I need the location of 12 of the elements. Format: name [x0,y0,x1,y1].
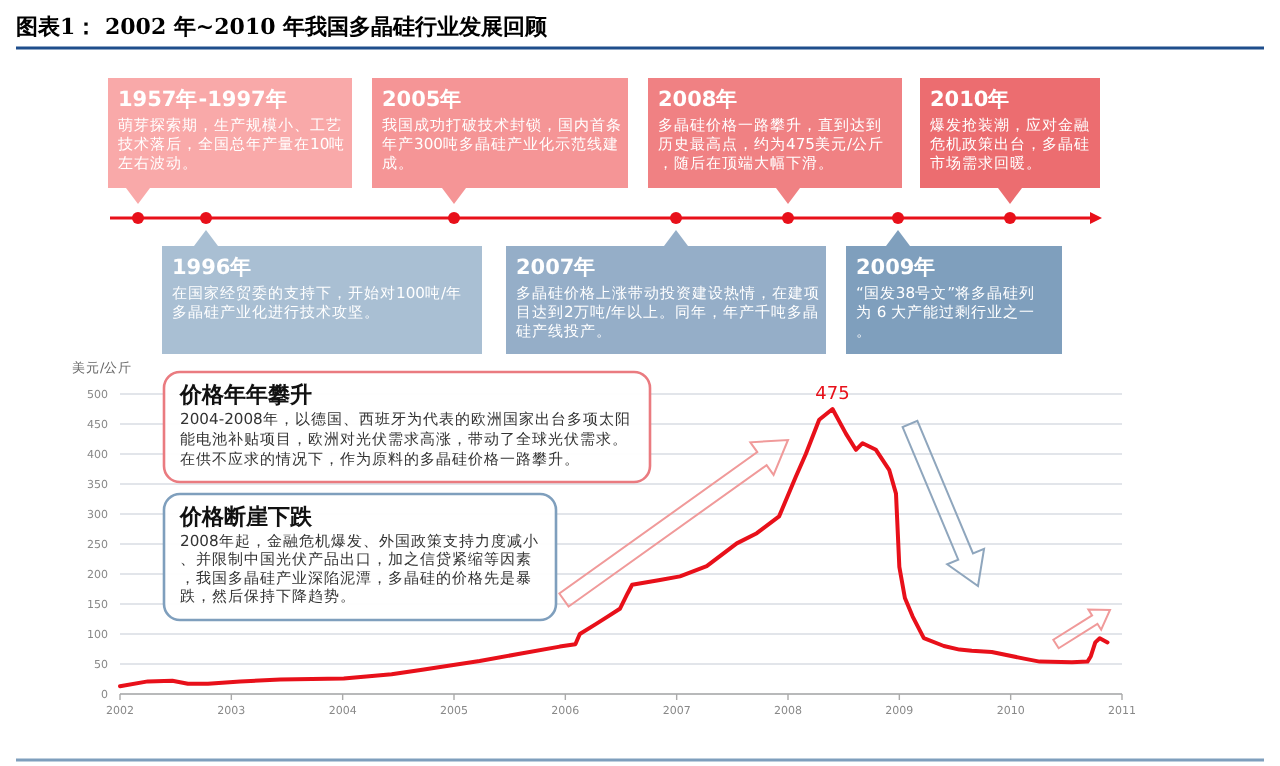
annotation: 475 [815,385,850,405]
line-series [118,407,1110,689]
text: 1957年-1997年 [118,86,288,112]
text: 2008年 [658,86,739,112]
text: 2007年 [516,254,597,280]
text: 2009年 [856,254,937,280]
text: 1996年 [172,254,253,280]
annotation: 价格年年攀升 [178,382,312,408]
text: 2005年 [382,86,463,112]
chart-title: 图表1： 2002 年~2010 年我国多晶硅行业发展回顾 [16,14,550,40]
text: 2010年 [930,86,1011,112]
annotation: 价格断崖下跌 [178,504,314,530]
